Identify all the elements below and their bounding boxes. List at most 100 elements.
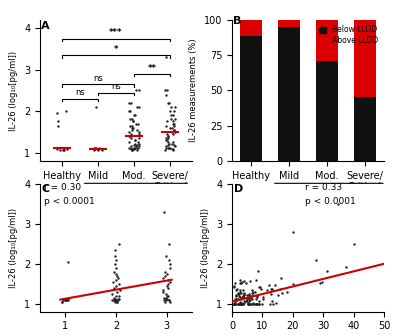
Point — [165, 285, 172, 290]
Point — [130, 125, 136, 130]
Point — [246, 297, 253, 303]
Text: r = 0.30: r = 0.30 — [44, 183, 81, 192]
Point — [116, 296, 122, 302]
Point — [250, 292, 256, 298]
Point — [240, 287, 246, 293]
Point — [112, 271, 119, 276]
Point — [136, 88, 142, 93]
Point — [230, 301, 237, 306]
Point — [239, 301, 246, 306]
Point — [112, 297, 119, 302]
Point — [241, 291, 247, 296]
Point — [230, 301, 237, 306]
Point — [128, 146, 134, 152]
Point — [238, 280, 245, 285]
Point — [252, 301, 258, 306]
Point — [243, 280, 249, 286]
Point — [237, 287, 244, 292]
Point — [324, 268, 330, 274]
Point — [238, 295, 244, 301]
Point — [259, 294, 266, 299]
Point — [164, 131, 170, 137]
Point — [167, 279, 174, 284]
Point — [112, 247, 118, 253]
Point — [62, 296, 68, 302]
Point — [236, 292, 242, 297]
Point — [168, 117, 174, 122]
Point — [245, 301, 251, 306]
Point — [237, 300, 243, 305]
Point — [232, 296, 239, 302]
Text: ns: ns — [93, 74, 103, 83]
Point — [64, 298, 70, 303]
Text: *: * — [114, 45, 118, 54]
Point — [254, 301, 260, 306]
Point — [92, 104, 99, 110]
Point — [109, 298, 116, 303]
Bar — [354, 97, 376, 161]
Point — [132, 142, 138, 147]
Point — [112, 298, 118, 303]
Point — [240, 293, 246, 298]
Point — [246, 301, 252, 306]
Point — [134, 121, 141, 126]
Point — [111, 285, 117, 290]
Text: r = 0.33: r = 0.33 — [305, 183, 342, 192]
Point — [129, 119, 136, 124]
Point — [237, 295, 243, 300]
Point — [127, 135, 134, 141]
Point — [53, 146, 60, 152]
Point — [232, 299, 239, 305]
Point — [238, 290, 244, 296]
Point — [109, 291, 115, 296]
Point — [112, 294, 119, 299]
Point — [128, 123, 135, 128]
Point — [59, 299, 65, 304]
Point — [343, 264, 350, 270]
Point — [116, 287, 123, 292]
Point — [162, 146, 169, 151]
Point — [128, 100, 135, 106]
Point — [134, 145, 140, 150]
Point — [163, 298, 170, 303]
Point — [250, 289, 256, 295]
Point — [129, 148, 135, 153]
Point — [284, 289, 290, 294]
Point — [163, 123, 169, 128]
Point — [257, 287, 264, 292]
Point — [241, 290, 247, 295]
Point — [163, 144, 169, 149]
Point — [231, 301, 238, 306]
Point — [252, 289, 258, 295]
Point — [233, 301, 239, 306]
Point — [278, 276, 285, 281]
Point — [165, 135, 172, 141]
Point — [162, 88, 168, 93]
Point — [126, 129, 132, 135]
Point — [171, 127, 178, 132]
Point — [111, 297, 118, 302]
Point — [116, 293, 123, 298]
Point — [231, 284, 237, 290]
Point — [319, 279, 325, 285]
Point — [168, 125, 175, 130]
Text: COVID-19: COVID-19 — [307, 192, 347, 201]
Point — [164, 142, 171, 148]
Point — [113, 283, 120, 288]
Bar — [240, 36, 262, 161]
Point — [168, 129, 175, 135]
Point — [136, 129, 142, 135]
Point — [164, 119, 170, 124]
Point — [64, 296, 70, 302]
Point — [164, 137, 170, 143]
Text: ns: ns — [111, 82, 121, 91]
Point — [240, 300, 247, 305]
Point — [256, 298, 262, 304]
Point — [233, 287, 239, 293]
Point — [244, 295, 251, 300]
Point — [112, 297, 119, 302]
Point — [171, 142, 178, 148]
Point — [256, 284, 263, 289]
Point — [233, 297, 240, 302]
Point — [133, 121, 139, 126]
